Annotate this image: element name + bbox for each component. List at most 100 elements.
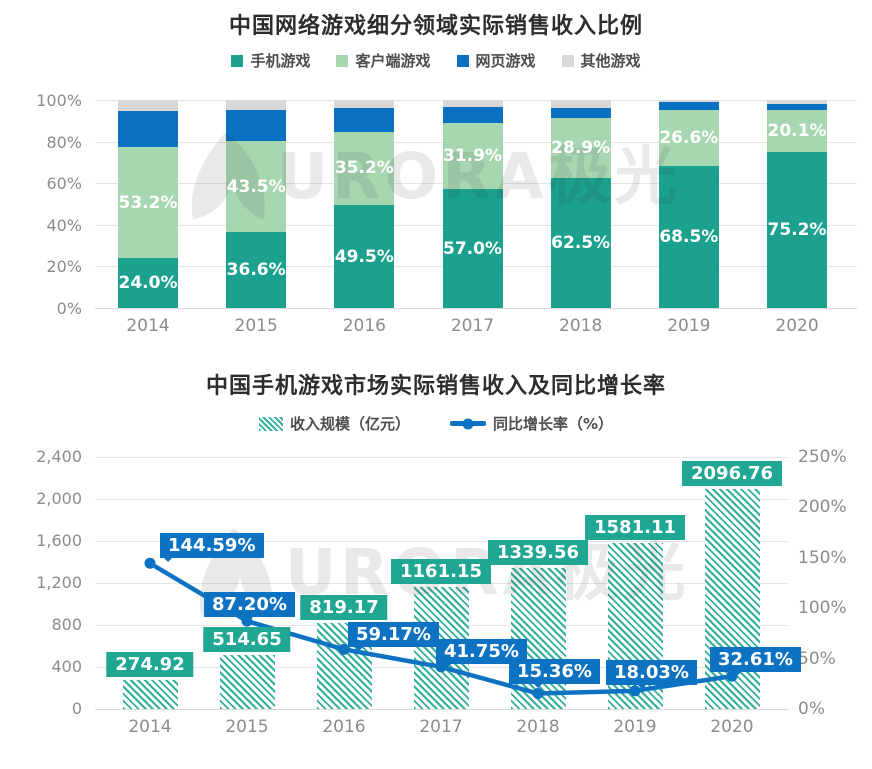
chart2-x-label: 2016 bbox=[322, 717, 366, 737]
chart1-bar-segment-2 bbox=[767, 103, 828, 110]
chart2-left-tick: 0 bbox=[71, 699, 82, 718]
chart1-segment-label: 36.6% bbox=[226, 259, 286, 280]
chart1-bar-segment-2 bbox=[442, 107, 503, 124]
chart2-x-label: 2015 bbox=[225, 717, 269, 737]
chart1-legend: 手机游戏 客户端游戏 网页游戏 其他游戏 bbox=[0, 50, 872, 71]
chart2-right-tick: 200% bbox=[798, 497, 847, 518]
chart1-y-tick: 40% bbox=[46, 215, 82, 235]
chart1-bar-segment-2 bbox=[226, 109, 287, 142]
legend-label: 其他游戏 bbox=[580, 52, 641, 70]
legend-item-growth-rate: 同比增长率（%） bbox=[449, 413, 614, 434]
chart1-segment-label: 68.5% bbox=[659, 226, 719, 247]
legend-label: 网页游戏 bbox=[475, 52, 536, 70]
legend-item-revenue: 收入规模（亿元） bbox=[258, 413, 410, 434]
client-games-swatch bbox=[336, 54, 349, 67]
chart1-bar-segment-1 bbox=[767, 109, 828, 152]
chart1-bar-segment-0 bbox=[334, 205, 395, 308]
chart2-left-tick: 800 bbox=[51, 615, 82, 634]
chart1-bar-segment-3 bbox=[118, 100, 178, 111]
growth-line-swatch bbox=[449, 421, 486, 426]
chart2-right-tick: 0% bbox=[798, 699, 825, 719]
chart2-left-tick: 2,000 bbox=[36, 489, 82, 508]
chart1-y-tick: 100% bbox=[36, 91, 82, 110]
revenue-hatch-swatch bbox=[258, 416, 283, 431]
chart1-bar-segment-2 bbox=[334, 108, 395, 132]
chart1-segment-label: 31.9% bbox=[443, 146, 502, 167]
chart1-bar-segment-0 bbox=[226, 231, 287, 308]
chart1-segment-label: 43.5% bbox=[226, 176, 286, 197]
chart1-segment-label: 26.6% bbox=[659, 127, 719, 148]
legend-label: 客户端游戏 bbox=[355, 52, 431, 70]
legend-item-web-games: 网页游戏 bbox=[456, 50, 536, 71]
chart1-segment-label: 62.5% bbox=[551, 233, 611, 253]
chart1-segment-label: 57.0% bbox=[443, 238, 502, 259]
chart1-y-tick: 20% bbox=[46, 257, 82, 277]
legend-label: 同比增长率（%） bbox=[492, 415, 614, 433]
chart1-bar-segment-1 bbox=[334, 131, 395, 206]
chart2-right-tick: 50% bbox=[798, 648, 836, 669]
chart1-bar-segment-2 bbox=[550, 108, 611, 118]
chart1-segment-label: 28.9% bbox=[551, 137, 611, 158]
chart1-segment-label: 75.2% bbox=[767, 219, 827, 240]
chart1-segment-label: 35.2% bbox=[334, 158, 394, 179]
chart1-bar-segment-3 bbox=[334, 100, 395, 109]
chart2-x-label: 2019 bbox=[613, 717, 657, 737]
chart1-title: 中国网络游戏细分领域实际销售收入比例 bbox=[228, 14, 643, 39]
chart2-gridline bbox=[95, 499, 788, 500]
chart2-gridline bbox=[95, 457, 788, 458]
chart2-left-tick: 2,400 bbox=[36, 447, 82, 466]
chart2-revenue-label: 274.92 bbox=[106, 652, 194, 678]
growth-point-marker bbox=[144, 557, 156, 569]
chart2-left-tick: 1,600 bbox=[36, 531, 82, 550]
chart1-segment-label: 20.1% bbox=[767, 120, 827, 141]
chart1-y-tick: 0% bbox=[56, 299, 82, 318]
chart2-title: 中国手机游戏市场实际销售收入及同比增长率 bbox=[205, 374, 666, 399]
chart2-revenue-label: 819.17 bbox=[300, 594, 388, 620]
chart1-x-label: 2019 bbox=[667, 316, 711, 336]
chart1-x-label: 2017 bbox=[450, 316, 495, 336]
chart1-x-label: 2018 bbox=[559, 316, 603, 336]
chart2-legend: 收入规模（亿元） 同比增长率（%） bbox=[0, 413, 872, 434]
chart2-growth-label: 15.36% bbox=[509, 658, 600, 688]
chart2-x-label: 2020 bbox=[710, 717, 754, 737]
legend-label: 收入规模（亿元） bbox=[289, 415, 410, 433]
chart2-revenue-label: 1581.11 bbox=[585, 514, 685, 540]
mobile-games-swatch bbox=[231, 54, 244, 67]
chart1-bar-segment-1 bbox=[442, 123, 503, 190]
chart1-bar-segment-0 bbox=[767, 151, 828, 308]
chart2-right-tick: 150% bbox=[798, 547, 847, 568]
chart2-left-tick: 400 bbox=[51, 657, 82, 676]
chart1-bar-segment-0 bbox=[658, 165, 719, 308]
chart2-x-label: 2014 bbox=[128, 717, 172, 737]
chart1-bar-segment-3 bbox=[767, 100, 828, 104]
chart1-gridline bbox=[95, 308, 857, 309]
chart1-bar-segment-3 bbox=[658, 100, 719, 102]
chart1-bar-segment-1 bbox=[226, 141, 287, 232]
chart2-x-label: 2017 bbox=[419, 717, 463, 737]
chart1-x-label: 2020 bbox=[775, 316, 819, 336]
chart1-bar-segment-1 bbox=[118, 147, 178, 259]
chart2-right-tick: 250% bbox=[798, 447, 847, 467]
chart2-revenue-label: 2096.76 bbox=[682, 460, 782, 486]
chart1-bar-segment-0 bbox=[550, 178, 611, 308]
chart2-revenue-bar bbox=[122, 680, 178, 709]
chart1-bar-segment-1 bbox=[550, 117, 611, 178]
chart1-y-tick: 80% bbox=[46, 132, 82, 152]
chart2-revenue-label: 1161.15 bbox=[391, 559, 491, 585]
chart2-left-tick: 1,200 bbox=[36, 573, 82, 592]
chart1-bar-segment-3 bbox=[226, 100, 287, 110]
chart2-growth-label: 32.61% bbox=[710, 647, 801, 677]
legend-item-mobile-games: 手机游戏 bbox=[231, 50, 310, 71]
legend-label: 手机游戏 bbox=[250, 52, 311, 70]
chart1-bar-segment-2 bbox=[118, 110, 178, 148]
chart1-bar-segment-3 bbox=[442, 100, 503, 108]
chart2-growth-label: 59.17% bbox=[348, 622, 439, 652]
chart2-gridline bbox=[95, 541, 788, 542]
chart1-bar-segment-1 bbox=[658, 110, 719, 166]
chart1-x-label: 2016 bbox=[342, 316, 386, 336]
chart1-segment-label: 24.0% bbox=[118, 273, 178, 294]
chart1-y-tick: 60% bbox=[46, 174, 82, 194]
other-games-swatch bbox=[561, 54, 574, 67]
chart1-x-label: 2015 bbox=[234, 316, 278, 336]
